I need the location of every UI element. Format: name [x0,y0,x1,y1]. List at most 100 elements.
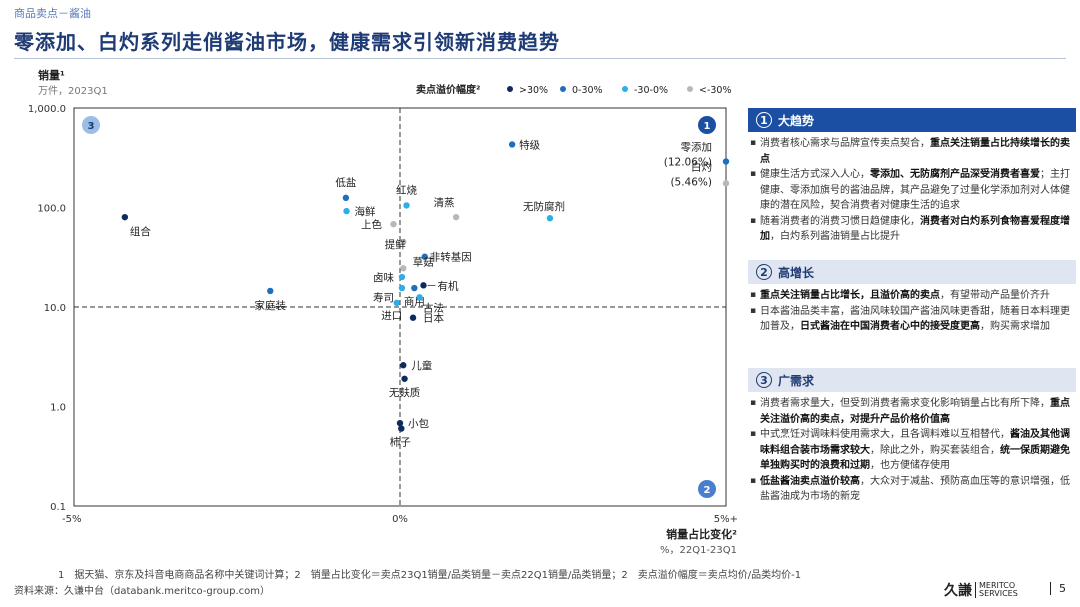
quadrant-badge [698,116,716,134]
bullet-emphasis: 统一保质期避免单独购买时的浪费和过期 [760,444,1070,472]
scatter-chart: 1,000.0 100.0 10.0 1.0 0.1-5% 0% 5%+ 销量¹ 万件，2023… [28,68,738,556]
legend-marker [560,86,566,92]
data-point [403,202,410,209]
y-tick-label: 1.0 [50,403,66,414]
point-label: 提鲜 [385,238,406,251]
bullet-text: 消费者需求量大，但受到消费者需求变化影响销量占比有所下降， [760,398,1050,409]
point-label: 卤味 [373,271,394,284]
legend-label: >30% [519,85,548,96]
data-point [416,294,423,301]
bullet-item: 消费者需求量大，但受到消费者需求变化影响销量占比有所下降，重点关注溢价高的卖点，… [750,396,1076,427]
y-tick-label: 10.0 [44,303,66,314]
y-axis-subtitle: 万件，2023Q1 [38,85,108,97]
quadrant-badge [698,480,716,498]
point-label: 海鲜 [355,205,376,218]
point-label: 清蒸 [434,196,455,209]
y-axis-title: 销量¹ [38,68,65,82]
data-point [343,207,350,215]
quadrant-badge-label: 2 [704,485,711,496]
panel-number-badge: 3 [756,372,772,388]
bullet-text: ，有望带动产品量价齐升 [940,290,1050,301]
x-tick-label: 0% [392,514,408,525]
data-point [400,362,407,369]
data-point [393,299,400,307]
data-point [722,180,730,187]
panel-header: 3 广需求 [748,368,1076,392]
title-divider [14,58,1066,59]
legend-label: 0-30% [572,85,603,96]
data-point [409,314,417,321]
legend-marker [507,86,513,92]
panel-title: 广需求 [778,373,815,388]
bullet-emphasis: 重点关注溢价高的卖点，对提升产品价格价值高 [760,398,1070,425]
data-point [508,141,516,148]
y-tick-label: 100.0 [37,204,66,215]
data-point [420,282,427,289]
data-point [411,284,418,292]
panel-number-badge: 1 [756,112,772,128]
point-label: 低盐 [335,176,356,189]
point-label: 红烧 [396,183,417,196]
bullet-emphasis: 消费者对白灼系列食物喜爱程度增加 [760,215,1070,243]
legend-marker [622,86,628,92]
data-point [400,238,407,246]
company-logo: 久謙 MERITCO SERVICES [944,580,1018,600]
bullet-item: 健康生活方式深入人心，零添加、无防腐剂产品深受消费者喜爱；主打健康、零添加旗号的… [750,167,1076,214]
bullet-emphasis: 零添加、无防腐剂产品深受消费者喜爱 [870,169,1040,180]
point-label: 上色 [361,218,382,231]
point-label: 白灼 [691,160,712,173]
point-label: 小包 [408,417,429,430]
page-title: 零添加、白灼系列走俏酱油市场，健康需求引领新消费趋势 [14,30,560,54]
point-label: 非转基因 [430,251,472,264]
point-label: 特级 [519,139,540,151]
bullet-emphasis: 重点关注销量占比持续增长的卖点 [760,138,1070,165]
point-extra-label: (12.06%) [664,156,712,168]
bullet-text: ，除此之外，购买套装组合， [870,444,1000,456]
legend-marker [687,86,693,92]
y-tick-label: 1,000.0 [28,104,66,115]
data-point [398,273,406,281]
bullet-item: 重点关注销量占比增长，且溢价高的卖点，有望带动产品量价齐升 [750,288,1076,304]
data-point [546,215,554,222]
bullet-text: ，购买需求增加 [980,321,1050,332]
point-label: 古法 [423,301,444,314]
data-point [398,284,406,292]
data-point [390,220,397,228]
panel-title: 大趋势 [778,113,815,128]
panel-number-badge: 2 [756,264,772,280]
panel-header: 2 高增长 [748,260,1076,284]
x-tick-label: 5%+ [714,514,738,525]
x-tick-label: -5% [62,514,81,525]
bullet-item: 中式烹饪对调味料使用需求大，且各调料难以互相替代，酱油及其他调味料组合装市场需求… [750,427,1076,474]
panel-header: 1 大趋势 [748,108,1076,132]
point-label: 柿子 [390,436,411,449]
bullet-text: 日本酱油品类丰富，酱油风味较国产酱油风味更香甜，随着日本料理更加普及， [760,305,1070,333]
point-label: 零添加 [681,140,713,153]
source-note: 资料来源：久谦中台（databank.meritco-group.com） [14,586,271,597]
quadrant-badge [82,116,100,134]
point-label: 进口 [381,310,402,322]
panel-bullets: 消费者核心需求与品牌宣传卖点契合，重点关注销量占比持续增长的卖点健康生活方式深入… [748,132,1076,245]
y-tick-label: 0.1 [50,502,66,513]
data-point [267,287,274,295]
page-number: 5 [1050,582,1066,595]
bullet-text: 中式烹饪对调味料使用需求大，且各调料难以互相替代， [760,429,1010,440]
bullet-item: 日本酱油品类丰富，酱油风味较国产酱油风味更香甜，随着日本料理更加普及，日式酱油在… [750,304,1076,335]
insight-panel-3: 3 广需求消费者需求量大，但受到消费者需求变化影响销量占比有所下降，重点关注溢价高… [748,368,1076,505]
logo-en: MERITCO SERVICES [975,582,1018,598]
insight-panel-1: 1 大趋势消费者核心需求与品牌宣传卖点契合，重点关注销量占比持续增长的卖点健康生活… [748,108,1076,245]
bullet-text: ，大众对于减盐、预防高血压等的意识增强，低盐酱油成为市场的新宠 [760,475,1070,503]
x-axis-subtitle: %，22Q1-23Q1 [660,545,737,556]
bullet-emphasis: 重点关注销量占比增长，且溢价高的卖点 [760,290,940,301]
panel-bullets: 消费者需求量大，但受到消费者需求变化影响销量占比有所下降，重点关注溢价高的卖点，… [748,392,1076,505]
point-label: 日本 [423,312,444,325]
bullet-text: 消费者核心需求与品牌宣传卖点契合， [760,138,930,149]
bullet-item: 随着消费者的消费习惯日趋健康化，消费者对白灼系列食物喜爱程度增加，白灼系列酱油销… [750,214,1076,245]
point-label: 寿司 [373,291,394,304]
bullet-text: ，白灼系列酱油销量占比提升 [770,231,900,242]
bullet-emphasis: 酱油及其他调味料组合装市场需求较大 [760,429,1070,456]
point-extra-label: (5.46%) [670,176,712,188]
insight-panel-2: 2 高增长重点关注销量占比增长，且溢价高的卖点，有望带动产品量价齐升日本酱油品类丰… [748,260,1076,335]
legend-title: 卖点溢价幅度² [416,83,480,96]
bullet-emphasis: 日式酱油在中国消费者心中的接受度更高 [800,321,980,332]
